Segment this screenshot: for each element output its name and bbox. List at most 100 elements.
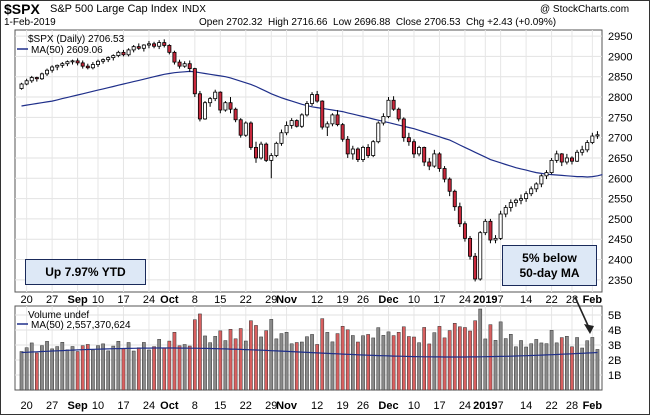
x-tick-label: Sep <box>68 400 88 412</box>
candle-body <box>279 132 284 144</box>
close-value: 2706.53 <box>424 17 461 28</box>
candle-body <box>508 202 513 208</box>
candle-body <box>162 42 167 46</box>
candle-body <box>157 42 162 47</box>
volume-bar <box>19 351 24 391</box>
open-label: Open <box>199 17 224 28</box>
candle-body <box>315 94 320 102</box>
volume-bar <box>483 338 488 391</box>
ma-annotation-line1: 5% below <box>522 250 577 265</box>
candle-body <box>534 183 539 190</box>
candle-body <box>432 153 437 167</box>
candle-body <box>340 124 345 140</box>
x-tick-label: 28 <box>566 400 578 412</box>
volume-bar <box>432 332 437 391</box>
candle-body <box>376 122 381 143</box>
volume-bar <box>386 331 391 391</box>
volume-bar <box>315 344 319 391</box>
volume-bar <box>147 349 151 391</box>
volume-bar <box>208 342 212 391</box>
volume-tick-label: 3B <box>608 340 621 352</box>
candle-body <box>503 207 508 215</box>
volume-bar <box>162 347 167 391</box>
legend-vol-ma: MA(50) 2,557,370,624 <box>31 320 131 331</box>
x-tick-label: 19 <box>337 294 349 306</box>
volume-bar <box>503 338 508 391</box>
candle-body <box>213 91 218 100</box>
volume-tick-label: 2B <box>608 355 621 367</box>
volume-bar <box>65 349 70 391</box>
x-tick-label: 17 <box>433 294 445 306</box>
candle-body <box>381 116 386 124</box>
volume-bar <box>417 342 421 391</box>
volume-bar <box>45 341 49 391</box>
volume-bar <box>131 350 136 391</box>
legend-ma: MA(50) 2609.06 <box>31 45 103 56</box>
x-tick-label: 26 <box>357 294 369 306</box>
candle-body <box>427 161 432 167</box>
x-tick-label: Sep <box>68 294 88 306</box>
candle-body <box>544 172 549 177</box>
volume-bar <box>330 341 335 391</box>
volume-bar <box>243 340 248 391</box>
candle-body <box>50 66 55 71</box>
candle-body <box>513 199 518 204</box>
volume-bar <box>595 349 600 391</box>
volume-bar <box>238 328 243 391</box>
x-tick-label: 15 <box>214 400 226 412</box>
candle-body <box>141 44 146 49</box>
candle-body <box>437 153 442 169</box>
volume-bar <box>524 346 528 391</box>
volume-bar <box>228 329 233 391</box>
price-tick-label: 2950 <box>608 31 632 43</box>
volume-bar <box>554 342 559 391</box>
volume-bar <box>274 338 279 391</box>
volume-bar <box>437 326 442 391</box>
candle-body <box>417 146 422 155</box>
volume-bar <box>80 345 85 391</box>
candle-body <box>595 134 600 137</box>
volume-bar <box>106 350 111 391</box>
x-tick-label: 27 <box>46 294 58 306</box>
candle-body <box>96 60 100 65</box>
price-tick-label: 2350 <box>608 275 632 287</box>
candle-body <box>111 55 116 59</box>
x-tick-label: Oct <box>160 400 179 412</box>
candle-body <box>152 43 157 47</box>
candle-body <box>187 63 192 69</box>
candle-body <box>355 148 360 160</box>
volume-bar <box>493 340 498 391</box>
price-tick-label: 2800 <box>608 92 632 104</box>
volume-bar <box>289 343 294 391</box>
x-tick-label: 17 <box>117 400 129 412</box>
candle-body <box>259 143 264 159</box>
volume-bar <box>233 338 238 391</box>
volume-bar <box>136 347 141 391</box>
candle-body <box>493 237 498 241</box>
volume-bar <box>279 333 284 391</box>
x-tick-label: 22 <box>240 294 252 306</box>
price-tick-label: 2600 <box>608 173 632 185</box>
volume-bar <box>565 336 569 391</box>
x-tick-label: 14 <box>520 294 532 306</box>
x-tick-label: 24 <box>459 400 471 412</box>
volume-bar <box>254 325 258 391</box>
candle-body <box>442 168 447 180</box>
candle-body <box>524 193 529 199</box>
candle-body <box>452 190 457 208</box>
candle-body <box>284 125 289 134</box>
x-tick-label: Nov <box>276 294 298 306</box>
candle-body <box>203 102 208 120</box>
x-tick-label: 10 <box>92 400 104 412</box>
volume-bar <box>24 347 29 391</box>
high-value: 2716.66 <box>291 17 328 28</box>
x-tick-label: 12 <box>311 294 323 306</box>
candle-body <box>29 77 34 82</box>
candle-body <box>447 178 452 192</box>
volume-bar <box>284 332 289 391</box>
volume-bar <box>126 342 131 391</box>
candle-body <box>45 69 50 75</box>
candle-body <box>386 99 391 117</box>
candle-body <box>396 108 401 120</box>
